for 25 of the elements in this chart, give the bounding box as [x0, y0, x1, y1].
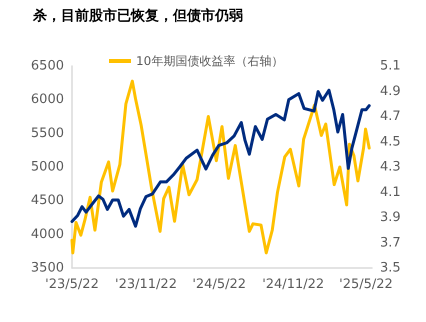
y2-tick-label: 3.9 — [380, 210, 401, 225]
y-tick-label: 5500 — [30, 126, 64, 141]
y-tick-label: 3500 — [30, 260, 64, 276]
line-series — [70, 80, 371, 254]
y2-tick-label: 4.1 — [380, 184, 401, 200]
legend-label: 10年期国债收益率（右轴） — [136, 54, 284, 68]
y-tick-label: 4000 — [30, 226, 64, 242]
y2-tick-label: 4.7 — [380, 109, 401, 124]
y2-tick-label: 4.5 — [380, 134, 401, 150]
y-tick-label: 5000 — [30, 160, 64, 174]
y-tick-label: 6000 — [30, 92, 64, 108]
x-tick-label: '24/11/22 — [262, 277, 324, 292]
x-tick-label: '23/11/22 — [115, 277, 177, 292]
y2-tick-label: 4.3 — [380, 160, 401, 174]
y2-tick-label: 3.5 — [380, 260, 401, 276]
y-tick-label: 4500 — [30, 193, 64, 208]
x-tick-label: '25/5/22 — [339, 277, 393, 292]
x-tick-label: '24/5/22 — [192, 277, 246, 292]
line-series — [70, 88, 371, 228]
x-tick-label: '23/5/22 — [45, 277, 99, 292]
y2-tick-label: 5.1 — [380, 58, 401, 74]
chart-title: 杀，目前股市已恢复，但债市仍弱 — [32, 7, 243, 24]
y2-tick-label: 3.7 — [380, 235, 401, 250]
y2-tick-label: 4.9 — [380, 84, 401, 99]
y-tick-label: 6500 — [30, 58, 64, 74]
